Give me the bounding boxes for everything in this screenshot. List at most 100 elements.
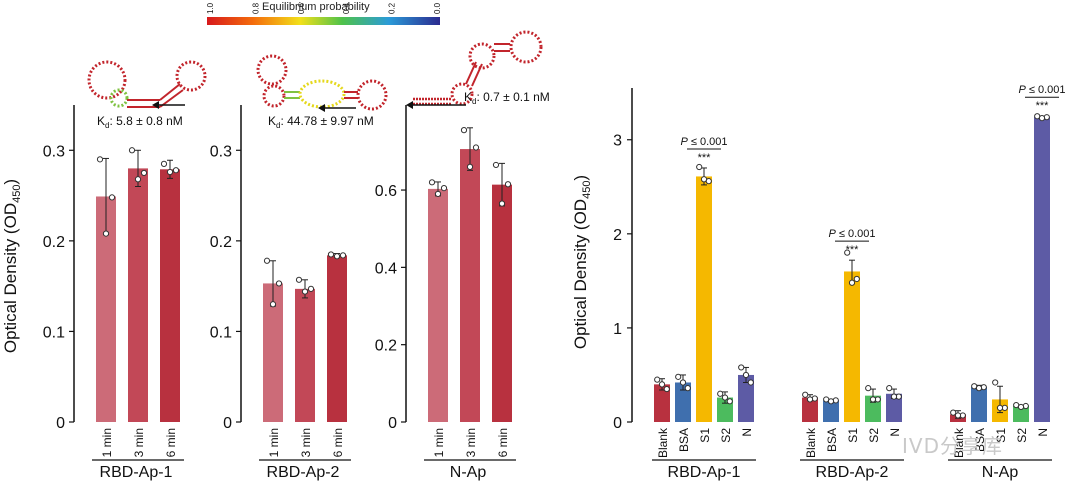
y-tick-label: 0 [613,415,622,432]
x-tick-label: BSA [973,428,987,452]
rna-loop-9 [468,42,496,70]
colorbar-tick-label: 1.0 [206,2,215,14]
data-point [1043,114,1050,121]
data-point [269,301,277,308]
data-point [492,161,500,169]
rna-loop-1 [87,60,127,100]
data-point [134,176,142,183]
rna-stem-7 [494,43,510,52]
y-tick-label: 0.1 [210,324,232,341]
data-point [675,373,682,380]
data-point [806,396,814,403]
rna-loop-5 [262,84,286,108]
data-point [327,251,335,258]
bar [886,393,902,422]
colorbar-gradient [207,17,440,25]
panel-2: 0 0.1 0.2 0.3 1 min 3 min 6 min RBD-Ap-2 Kd: 44.… [210,105,374,481]
y-tick-label: 0.4 [375,260,397,277]
x-tick-label: N [740,428,754,437]
data-point [848,279,856,286]
group-label: RBD-Ap-1 [668,464,741,481]
x-tick-label: S2 [1015,428,1029,443]
colorbar-title: Equilibrium probability [262,1,370,13]
rna-loop-8 [450,82,474,106]
data-point [742,371,750,379]
bar [1013,406,1029,422]
rna-stem-4 [344,91,358,99]
data-point [721,394,729,401]
data-point [679,379,687,386]
data-point [1017,403,1025,411]
data-point [654,376,661,383]
x-tick-label: Blank [804,427,818,458]
y-axis-label: Optical Density (OD450) [1,179,23,353]
x-tick-label: S2 [867,428,881,443]
x-tick-label: 3 min [132,428,146,457]
x-tick-label: 1 min [100,428,114,457]
data-point [726,398,733,405]
kd-label: Kd: 44.78 ± 9.97 nM [268,114,374,130]
rna-stem-3 [284,91,300,99]
x-tick-label: S2 [719,428,733,443]
significance-stars: *** [698,152,712,164]
x-tick-label: 1 min [267,428,281,457]
data-point [890,393,898,400]
x-tick-label: S1 [846,428,860,443]
significance-stars: *** [846,244,860,256]
data-point [869,396,877,403]
panel-1: 0 0.1 0.2 0.3 1 min 3 min 6 min RBD-Ap-1 Kd: 5.8… [1,105,184,481]
x-tick-label: BSA [825,428,839,452]
data-point [263,257,271,264]
data-point [339,252,347,259]
x-tick-label: Blank [656,427,670,458]
data-point [434,190,442,198]
significance-stars: *** [1036,100,1050,112]
data-point [295,276,303,283]
data-point [747,379,754,386]
data-point [172,167,180,174]
x-tick-label: 6 min [164,428,178,457]
data-point [96,156,104,163]
y-tick-label: 1 [613,321,622,338]
data-point [696,163,703,171]
x-tick-label: S1 [698,428,712,443]
data-point [333,253,341,260]
data-point [301,288,309,295]
y-tick-label: 0.6 [375,183,397,200]
data-point [717,390,724,397]
data-point [1022,402,1029,410]
data-point [738,364,745,371]
x-tick-label: 3 min [299,428,313,457]
rna-stem-2 [159,83,184,108]
rna-structure-rbd-ap-2 [256,54,388,111]
y-tick-label: 0 [223,415,232,432]
y-tick-label: 0.1 [43,324,65,341]
rna-loop-10 [509,30,543,64]
rna-stem-1 [127,99,160,108]
pointer-head-3 [406,101,413,109]
data-point [307,285,315,292]
y-axis-label: Optical Density (OD450) [571,175,593,349]
bar [263,283,283,422]
kd-label: Kd: 0.7 ± 0.1 nM [464,90,550,106]
data-point [802,391,809,398]
y-tick-label: 0.3 [43,143,65,160]
data-point [865,385,872,392]
data-point [658,381,666,388]
panel-title: RBD-Ap-2 [267,464,340,481]
rna-loop-2 [109,88,129,108]
data-point [102,230,110,237]
data-point [160,160,168,167]
x-tick-label: 1 min [432,428,446,457]
rna-stem-5 [413,97,452,106]
x-tick-label: N [888,428,902,437]
data-point [975,385,983,392]
kd-label: Kd: 5.8 ± 0.8 nM [97,114,183,130]
structure-pointers [152,101,466,112]
bar [96,196,116,422]
data-point [663,385,670,393]
y-tick-label: 0 [56,415,65,432]
bar [160,169,180,422]
data-point [950,409,957,416]
